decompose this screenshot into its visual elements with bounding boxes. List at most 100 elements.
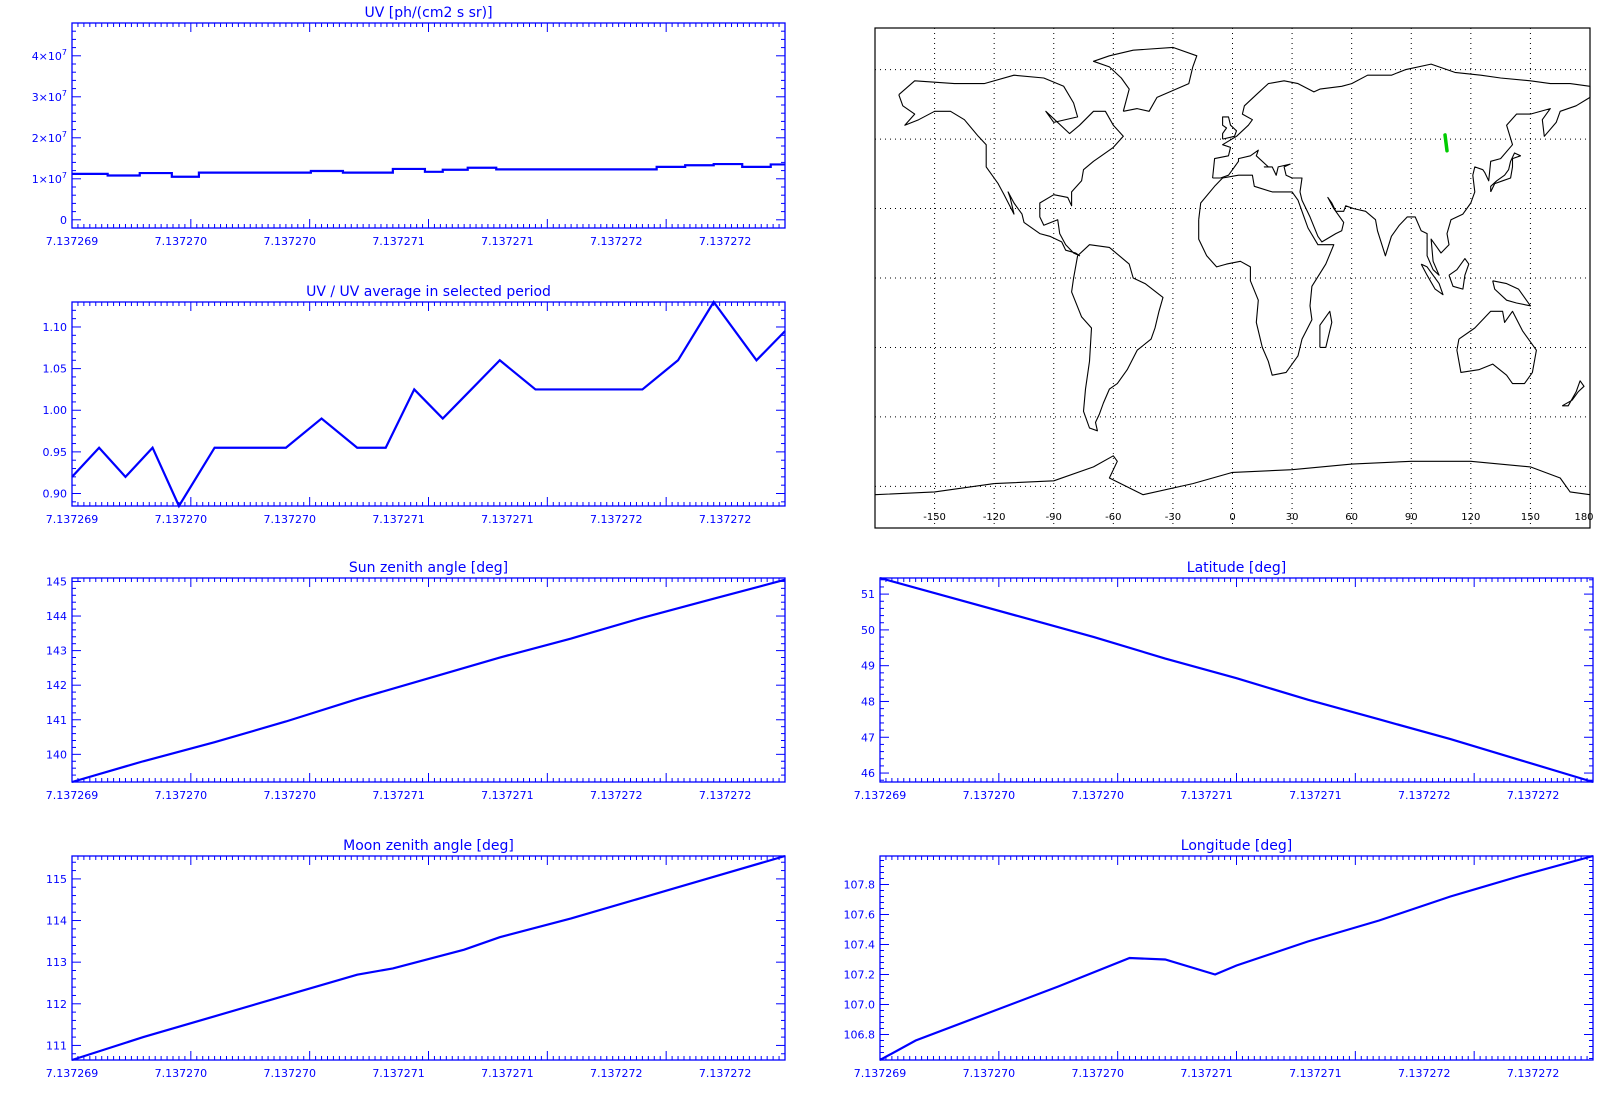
x-tick-label: 7.137270 [155,513,208,526]
y-tick-label: 140 [46,748,67,761]
x-tick-label: 7.137271 [372,1067,425,1080]
x-tick-label: 7.137272 [1507,1067,1560,1080]
y-tick-label: 0 [60,214,67,227]
y-tick-label: 1×107 [32,171,67,186]
world-map: -150 -120 -90 -60 -30 0 30 60 90 120 150 180 [874,27,1594,529]
y-tick-label: 107.6 [844,909,876,922]
chart-panel-5: Moon zenith angle [deg] 7.137269 7.137270 7… [46,838,786,1080]
x-tick-label: 7.137272 [1398,1067,1451,1080]
satellite-track [1443,133,1449,153]
y-tick-label: 50 [861,624,875,637]
x-tick-label: 7.137271 [372,513,425,526]
map-lon-label: -120 [983,512,1006,523]
x-tick-label: 7.137271 [481,1067,534,1080]
x-tick-label: 7.137270 [263,789,316,802]
coastline-japan [1490,152,1522,193]
x-tick-label: 7.137270 [263,513,316,526]
x-tick-label: 7.137270 [263,1067,316,1080]
y-tick-label: 107.0 [844,999,876,1012]
x-tick-label: 7.137271 [481,235,534,248]
y-tick-label: 2×107 [32,130,67,145]
y-tick-label: 113 [46,956,67,969]
y-tick-label: 49 [861,660,875,673]
x-tick-label: 7.137269 [46,513,99,526]
x-tick-label: 7.137272 [699,789,752,802]
map-lon-label: 60 [1345,512,1358,523]
y-tick-label: 107.2 [844,969,876,982]
x-tick-label: 7.137269 [46,235,99,248]
chart-title: Latitude [deg] [1187,560,1286,576]
coastline-new-guinea [1492,280,1531,307]
y-tick-label: 0.95 [43,446,68,459]
coastline-new-zealand [1561,380,1585,407]
map-lon-label: -90 [1046,512,1062,523]
x-tick-label: 7.137269 [854,1067,907,1080]
x-tick-label: 7.137270 [1071,1067,1124,1080]
y-tick-label: 1.05 [43,363,68,376]
x-tick-label: 7.137271 [1289,1067,1342,1080]
chart-title: UV [ph/(cm2 s sr)] [364,5,492,21]
coastline-eurasia [1212,63,1591,276]
plot-frame [71,22,786,229]
y-tick-label: 112 [46,998,67,1011]
x-tick-label: 7.137272 [590,1067,643,1080]
x-tick-label: 7.137270 [1071,789,1124,802]
coastline-borneo [1448,258,1470,290]
map-lon-label: -30 [1165,512,1181,523]
x-tick-label: 7.137271 [372,235,425,248]
series-line [879,854,1594,1061]
x-tick-label: 7.137269 [854,789,907,802]
map-lon-label: 120 [1461,512,1480,523]
y-tick-label: 48 [861,695,875,708]
y-tick-label: 141 [46,714,67,727]
x-tick-label: 7.137272 [590,235,643,248]
map-lon-label: 0 [1229,512,1235,523]
x-tick-label: 7.137269 [46,1067,99,1080]
x-tick-label: 7.137270 [963,1067,1016,1080]
y-tick-label: 4×107 [32,48,67,63]
y-tick-label: 115 [46,873,67,886]
y-tick-label: 46 [861,767,875,780]
y-tick-label: 107.8 [844,879,876,892]
chart-panel-4: Latitude [deg] 7.137269 7.137270 7.137270 7.… [854,560,1594,802]
chart-title: Moon zenith angle [deg] [343,838,514,854]
coastline-australia [1456,310,1537,385]
map-lon-label: 90 [1405,512,1418,523]
map-lon-label: 30 [1286,512,1299,523]
x-tick-label: 7.137271 [372,789,425,802]
x-tick-label: 7.137272 [699,235,752,248]
x-tick-label: 7.137271 [1180,1067,1233,1080]
map-lon-label: 180 [1574,512,1593,523]
y-tick-label: 3×107 [32,89,67,104]
y-tick-label: 144 [46,610,67,623]
y-tick-label: 47 [861,731,875,744]
coastline-britain [1222,116,1238,140]
chart-panel-2: UV / UV average in selected period 7.1372… [43,284,786,526]
chart-panel-6: Longitude [deg] 7.137269 7.137270 7.137270 7… [844,838,1594,1080]
chart-panel-1: UV [ph/(cm2 s sr)] 7.137269 7.137270 7.1372… [32,5,786,248]
map-lon-label: -150 [923,512,946,523]
coastline-africa [1198,174,1335,376]
y-tick-label: 114 [46,915,67,928]
x-tick-label: 7.137272 [699,1067,752,1080]
x-tick-label: 7.137272 [1507,789,1560,802]
y-tick-label: 106.8 [844,1029,876,1042]
y-tick-label: 111 [46,1039,67,1052]
x-tick-label: 7.137271 [481,513,534,526]
chart-title: Longitude [deg] [1181,838,1292,854]
y-tick-label: 0.90 [43,488,68,501]
x-tick-label: 7.137271 [1289,789,1342,802]
y-tick-label: 107.4 [844,939,876,952]
x-tick-label: 7.137272 [1398,789,1451,802]
x-tick-label: 7.137269 [46,789,99,802]
series-line [71,854,786,1062]
x-tick-label: 7.137270 [155,1067,208,1080]
series-line [71,578,786,784]
map-lon-label: 150 [1521,512,1540,523]
coastline-north-america [898,74,1124,257]
chart-title: UV / UV average in selected period [306,284,551,300]
series-line [72,162,785,178]
coastline-madagascar [1319,310,1333,348]
y-tick-label: 142 [46,679,67,692]
